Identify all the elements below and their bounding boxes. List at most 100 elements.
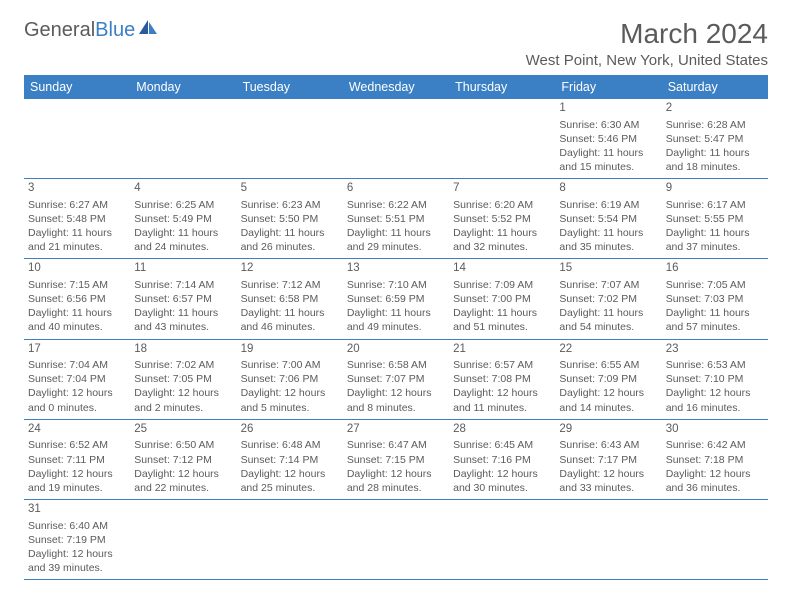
daylight-text: Daylight: 11 hours and 21 minutes. — [28, 226, 126, 254]
sunset-text: Sunset: 7:07 PM — [347, 372, 445, 386]
daylight-text: Daylight: 11 hours and 18 minutes. — [666, 146, 764, 174]
daylight-text: Daylight: 11 hours and 26 minutes. — [241, 226, 339, 254]
sunset-text: Sunset: 7:09 PM — [559, 372, 657, 386]
daylight-text: Daylight: 11 hours and 49 minutes. — [347, 306, 445, 334]
day-number: 24 — [28, 422, 126, 438]
sunrise-text: Sunrise: 7:15 AM — [28, 278, 126, 292]
sail-icon — [137, 18, 159, 42]
calendar-row: 24Sunrise: 6:52 AMSunset: 7:11 PMDayligh… — [24, 419, 768, 499]
daylight-text: Daylight: 11 hours and 15 minutes. — [559, 146, 657, 174]
sunset-text: Sunset: 5:54 PM — [559, 212, 657, 226]
empty-cell — [449, 500, 555, 580]
day-cell-12: 12Sunrise: 7:12 AMSunset: 6:58 PMDayligh… — [237, 259, 343, 339]
sunset-text: Sunset: 5:48 PM — [28, 212, 126, 226]
day-cell-4: 4Sunrise: 6:25 AMSunset: 5:49 PMDaylight… — [130, 179, 236, 259]
day-header-saturday: Saturday — [662, 75, 768, 99]
sunrise-text: Sunrise: 6:28 AM — [666, 118, 764, 132]
empty-cell — [555, 500, 661, 580]
day-cell-7: 7Sunrise: 6:20 AMSunset: 5:52 PMDaylight… — [449, 179, 555, 259]
day-cell-14: 14Sunrise: 7:09 AMSunset: 7:00 PMDayligh… — [449, 259, 555, 339]
sunrise-text: Sunrise: 6:22 AM — [347, 198, 445, 212]
sunset-text: Sunset: 5:46 PM — [559, 132, 657, 146]
day-cell-28: 28Sunrise: 6:45 AMSunset: 7:16 PMDayligh… — [449, 419, 555, 499]
sunrise-text: Sunrise: 6:57 AM — [453, 358, 551, 372]
daylight-text: Daylight: 11 hours and 40 minutes. — [28, 306, 126, 334]
day-cell-31: 31Sunrise: 6:40 AMSunset: 7:19 PMDayligh… — [24, 500, 130, 580]
day-number: 25 — [134, 422, 232, 438]
daylight-text: Daylight: 12 hours and 28 minutes. — [347, 467, 445, 495]
logo-text-blue: Blue — [95, 19, 135, 42]
daylight-text: Daylight: 12 hours and 14 minutes. — [559, 386, 657, 414]
day-cell-5: 5Sunrise: 6:23 AMSunset: 5:50 PMDaylight… — [237, 179, 343, 259]
sunset-text: Sunset: 7:06 PM — [241, 372, 339, 386]
day-number: 17 — [28, 342, 126, 358]
empty-cell — [449, 99, 555, 179]
sunrise-text: Sunrise: 6:30 AM — [559, 118, 657, 132]
day-number: 10 — [28, 261, 126, 277]
daylight-text: Daylight: 12 hours and 5 minutes. — [241, 386, 339, 414]
empty-cell — [662, 500, 768, 580]
day-cell-8: 8Sunrise: 6:19 AMSunset: 5:54 PMDaylight… — [555, 179, 661, 259]
sunrise-text: Sunrise: 6:45 AM — [453, 438, 551, 452]
day-number: 6 — [347, 181, 445, 197]
sunrise-text: Sunrise: 7:09 AM — [453, 278, 551, 292]
day-cell-30: 30Sunrise: 6:42 AMSunset: 7:18 PMDayligh… — [662, 419, 768, 499]
day-number: 28 — [453, 422, 551, 438]
daylight-text: Daylight: 12 hours and 19 minutes. — [28, 467, 126, 495]
day-cell-20: 20Sunrise: 6:58 AMSunset: 7:07 PMDayligh… — [343, 339, 449, 419]
day-number: 23 — [666, 342, 764, 358]
sunset-text: Sunset: 5:55 PM — [666, 212, 764, 226]
sunrise-text: Sunrise: 6:48 AM — [241, 438, 339, 452]
sunset-text: Sunset: 6:59 PM — [347, 292, 445, 306]
daylight-text: Daylight: 12 hours and 16 minutes. — [666, 386, 764, 414]
day-cell-18: 18Sunrise: 7:02 AMSunset: 7:05 PMDayligh… — [130, 339, 236, 419]
page-header: GeneralBlue March 2024 West Point, New Y… — [24, 18, 768, 69]
day-number: 16 — [666, 261, 764, 277]
empty-cell — [237, 500, 343, 580]
day-number: 15 — [559, 261, 657, 277]
sunset-text: Sunset: 5:52 PM — [453, 212, 551, 226]
daylight-text: Daylight: 11 hours and 24 minutes. — [134, 226, 232, 254]
empty-cell — [130, 99, 236, 179]
day-cell-9: 9Sunrise: 6:17 AMSunset: 5:55 PMDaylight… — [662, 179, 768, 259]
sunset-text: Sunset: 7:17 PM — [559, 453, 657, 467]
daylight-text: Daylight: 11 hours and 51 minutes. — [453, 306, 551, 334]
sunset-text: Sunset: 7:11 PM — [28, 453, 126, 467]
day-header-sunday: Sunday — [24, 75, 130, 99]
daylight-text: Daylight: 12 hours and 36 minutes. — [666, 467, 764, 495]
daylight-text: Daylight: 12 hours and 11 minutes. — [453, 386, 551, 414]
sunset-text: Sunset: 7:18 PM — [666, 453, 764, 467]
day-cell-17: 17Sunrise: 7:04 AMSunset: 7:04 PMDayligh… — [24, 339, 130, 419]
day-header-row: SundayMondayTuesdayWednesdayThursdayFrid… — [24, 75, 768, 99]
day-cell-24: 24Sunrise: 6:52 AMSunset: 7:11 PMDayligh… — [24, 419, 130, 499]
day-cell-29: 29Sunrise: 6:43 AMSunset: 7:17 PMDayligh… — [555, 419, 661, 499]
day-header-friday: Friday — [555, 75, 661, 99]
day-number: 11 — [134, 261, 232, 277]
day-number: 4 — [134, 181, 232, 197]
day-cell-13: 13Sunrise: 7:10 AMSunset: 6:59 PMDayligh… — [343, 259, 449, 339]
sunset-text: Sunset: 7:08 PM — [453, 372, 551, 386]
day-cell-26: 26Sunrise: 6:48 AMSunset: 7:14 PMDayligh… — [237, 419, 343, 499]
sunset-text: Sunset: 7:19 PM — [28, 533, 126, 547]
daylight-text: Daylight: 11 hours and 57 minutes. — [666, 306, 764, 334]
sunset-text: Sunset: 7:00 PM — [453, 292, 551, 306]
sunrise-text: Sunrise: 6:53 AM — [666, 358, 764, 372]
day-cell-23: 23Sunrise: 6:53 AMSunset: 7:10 PMDayligh… — [662, 339, 768, 419]
sunset-text: Sunset: 5:51 PM — [347, 212, 445, 226]
day-cell-1: 1Sunrise: 6:30 AMSunset: 5:46 PMDaylight… — [555, 99, 661, 179]
sunrise-text: Sunrise: 6:20 AM — [453, 198, 551, 212]
day-header-tuesday: Tuesday — [237, 75, 343, 99]
empty-cell — [24, 99, 130, 179]
daylight-text: Daylight: 12 hours and 25 minutes. — [241, 467, 339, 495]
sunrise-text: Sunrise: 6:17 AM — [666, 198, 764, 212]
daylight-text: Daylight: 11 hours and 43 minutes. — [134, 306, 232, 334]
daylight-text: Daylight: 12 hours and 30 minutes. — [453, 467, 551, 495]
day-number: 21 — [453, 342, 551, 358]
day-cell-11: 11Sunrise: 7:14 AMSunset: 6:57 PMDayligh… — [130, 259, 236, 339]
daylight-text: Daylight: 11 hours and 35 minutes. — [559, 226, 657, 254]
empty-cell — [130, 500, 236, 580]
sunrise-text: Sunrise: 6:55 AM — [559, 358, 657, 372]
day-cell-10: 10Sunrise: 7:15 AMSunset: 6:56 PMDayligh… — [24, 259, 130, 339]
day-number: 1 — [559, 101, 657, 117]
day-number: 13 — [347, 261, 445, 277]
